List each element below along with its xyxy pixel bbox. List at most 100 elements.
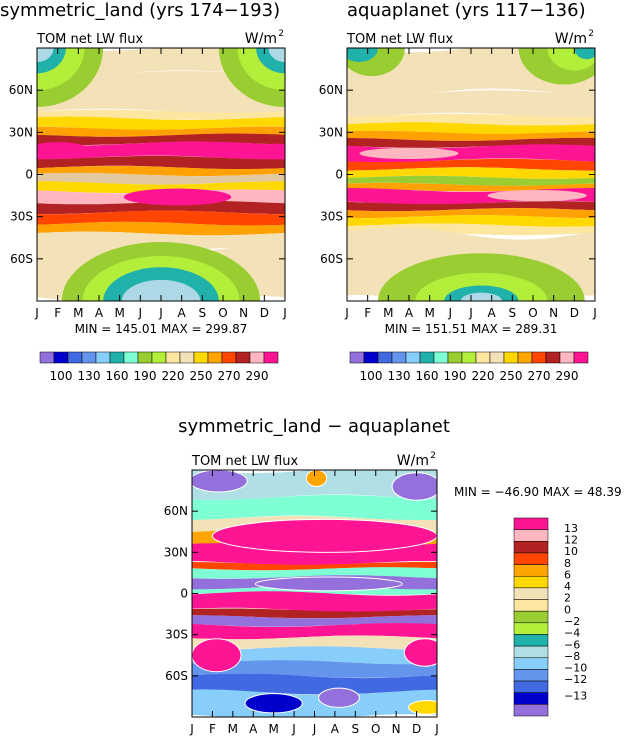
colorbar-swatch: [513, 575, 549, 589]
contour-band: [37, 166, 285, 176]
contour-band: [192, 615, 437, 627]
colorbar-swatch: [137, 351, 153, 364]
colorbar-swatch: [193, 351, 209, 364]
min-max-label: MIN = −46.90 MAX = 48.39: [454, 485, 622, 499]
colorbar-swatch: [513, 692, 549, 705]
x-tick-label: J: [138, 306, 143, 320]
contour-band: [192, 646, 437, 665]
x-tick-label: A: [95, 306, 104, 320]
colorbar-label: 270: [218, 369, 241, 383]
contour-band: [347, 130, 595, 141]
colorbar-swatch: [123, 351, 139, 364]
x-tick-label: M: [268, 722, 278, 736]
contour-blob: [305, 470, 328, 487]
y-tick-label: 30S: [320, 210, 343, 224]
contour-band: [37, 155, 285, 170]
x-tick-label: J: [282, 306, 287, 320]
colorbar-swatch: [461, 351, 477, 364]
x-tick-label: A: [249, 722, 258, 736]
panel-3: J F M A M J J A S O N D J60N30N030S60Ssymmetric_land…: [164, 416, 622, 736]
colorbar-swatch: [207, 351, 223, 364]
units-superscript: 2: [430, 451, 436, 461]
contour-blob: [37, 142, 91, 160]
contour-band: [37, 231, 285, 250]
colorbar-swatch: [377, 351, 393, 364]
x-tick-label: D: [260, 306, 269, 320]
colorbar-label: −8: [564, 650, 580, 663]
y-tick-label: 60S: [320, 252, 343, 266]
colorbar-swatch: [81, 351, 97, 364]
colorbar-label: 8: [564, 557, 571, 570]
panel-subtitle: TOM net LW flux: [191, 454, 298, 469]
colorbar-swatch: [221, 351, 237, 364]
colorbar-swatch: [95, 351, 111, 364]
colorbar-swatch: [165, 351, 181, 364]
panel-subtitle: TOM net LW flux: [346, 32, 453, 47]
colorbar-swatch: [53, 351, 69, 364]
colorbar-swatch: [513, 599, 549, 612]
panel-subtitle: TOM net LW flux: [36, 32, 143, 47]
colorbar-label: −10: [564, 662, 587, 675]
colorbar-swatch: [513, 610, 549, 624]
colorbar-swatch: [513, 552, 549, 565]
x-tick-label: J: [291, 722, 296, 736]
units-label: W/m: [555, 31, 587, 47]
x-tick-label: J: [434, 722, 439, 736]
colorbar-label: 100: [360, 369, 383, 383]
colorbar-label: −6: [564, 638, 580, 651]
contour-band: [37, 222, 285, 236]
colorbar-swatch: [513, 634, 549, 647]
x-tick-label: F: [364, 306, 371, 320]
contour-arc: [121, 279, 201, 301]
y-tick-label: 30N: [9, 125, 33, 139]
colorbar-label: −13: [564, 690, 587, 703]
contour-arc: [268, 48, 285, 63]
x-tick-label: J: [468, 306, 473, 320]
colorbar-swatch: [517, 351, 533, 364]
colorbar-label: 160: [106, 369, 129, 383]
x-tick-label: S: [199, 306, 207, 320]
x-tick-label: J: [344, 306, 349, 320]
colorbar-label: 4: [564, 580, 571, 593]
colorbar-swatch: [391, 351, 407, 364]
min-max-label: MIN = 151.51 MAX = 289.31: [385, 322, 558, 336]
colorbar-swatch: [249, 351, 265, 364]
contour-band: [37, 87, 285, 114]
colorbar-swatch: [151, 351, 167, 364]
panel-1: J F M A M J J A S O N D J60N30N030S60Ssymmetric_land…: [0, 0, 287, 383]
y-tick-label: 60S: [165, 669, 188, 683]
x-tick-label: M: [383, 306, 393, 320]
x-tick-label: J: [592, 306, 597, 320]
colorbar-label: 190: [444, 369, 467, 383]
plot-area: [347, 48, 595, 301]
colorbar-swatch: [513, 517, 549, 530]
min-max-label: MIN = 145.01 MAX = 299.87: [75, 322, 248, 336]
colorbar-label: 13: [564, 522, 578, 535]
colorbar-label: 100: [50, 369, 73, 383]
contour-band: [192, 660, 437, 678]
colorbar-label: −4: [564, 627, 580, 640]
contour-band: [192, 591, 437, 613]
x-tick-label: J: [189, 722, 194, 736]
contour-blob: [256, 143, 285, 158]
y-tick-label: 60N: [319, 83, 343, 97]
colorbar-label: 270: [528, 369, 551, 383]
colorbar-swatch: [513, 587, 549, 600]
y-tick-label: 30S: [10, 210, 33, 224]
colorbar-label: 2: [564, 592, 571, 605]
colorbar-swatch: [405, 351, 421, 364]
colorbar-swatch: [363, 351, 379, 364]
x-tick-label: J: [34, 306, 39, 320]
contour-band: [192, 608, 437, 619]
contour-band: [347, 201, 595, 212]
x-tick-label: O: [528, 306, 537, 320]
contour-blob: [487, 189, 587, 202]
x-tick-label: A: [178, 306, 187, 320]
contour-band: [347, 167, 595, 179]
colorbar-swatch: [513, 657, 549, 670]
colorbar-swatch: [513, 622, 549, 635]
y-tick-label: 0: [335, 168, 343, 182]
y-tick-label: 60N: [9, 83, 33, 97]
contour-blob: [192, 470, 248, 493]
